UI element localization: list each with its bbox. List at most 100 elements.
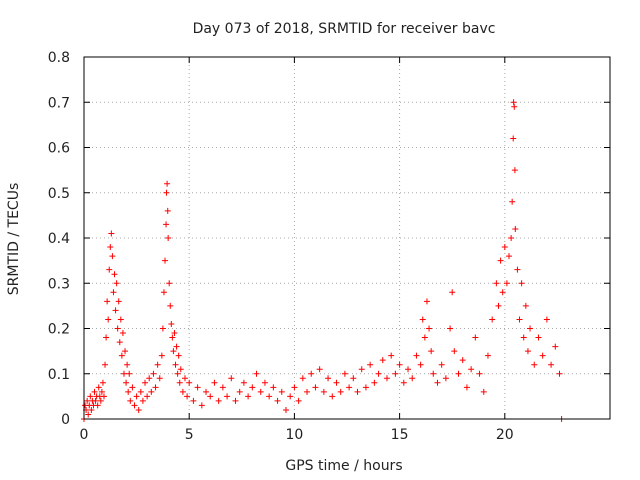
data-point	[531, 361, 538, 368]
data-point	[354, 388, 361, 395]
data-point	[236, 388, 243, 395]
data-point	[179, 388, 186, 395]
data-point	[274, 397, 281, 404]
data-point	[194, 384, 201, 391]
data-point	[110, 289, 117, 296]
data-point	[112, 307, 119, 314]
data-point	[100, 393, 107, 400]
data-point	[430, 370, 437, 377]
x-tick-label: 5	[185, 427, 194, 443]
chart-title: Day 073 of 2018, SRMTID for receiver bav…	[193, 21, 496, 37]
data-point	[168, 320, 175, 327]
data-point	[114, 325, 121, 332]
data-point	[158, 352, 165, 359]
data-point	[154, 361, 161, 368]
data-point	[524, 348, 531, 355]
data-point	[253, 370, 260, 377]
data-point	[510, 99, 517, 106]
data-point	[304, 388, 311, 395]
data-point	[150, 370, 157, 377]
data-point	[159, 325, 166, 332]
data-point	[139, 397, 146, 404]
data-point	[173, 343, 180, 350]
data-point	[164, 180, 171, 187]
data-point	[405, 366, 412, 373]
data-point	[160, 289, 167, 296]
y-tick-label: 0	[61, 412, 70, 428]
y-axis-label: SRMTID / TECUs	[6, 183, 22, 296]
data-point	[493, 280, 500, 287]
data-point	[87, 393, 94, 400]
data-point	[518, 280, 525, 287]
data-point	[144, 393, 151, 400]
data-point	[442, 375, 449, 382]
data-point	[181, 375, 188, 382]
data-point	[125, 388, 132, 395]
data-point	[511, 103, 518, 110]
data-point	[94, 402, 101, 409]
data-point	[152, 384, 159, 391]
data-point	[137, 388, 144, 395]
data-point	[543, 316, 550, 323]
data-point	[509, 198, 516, 205]
data-point	[115, 298, 122, 305]
data-point	[299, 375, 306, 382]
data-point	[316, 366, 323, 373]
data-point	[203, 388, 210, 395]
data-point	[120, 370, 127, 377]
data-point	[449, 289, 456, 296]
data-point	[107, 244, 114, 251]
data-point	[459, 357, 466, 364]
data-point	[165, 235, 172, 241]
data-point	[423, 298, 430, 305]
data-point	[278, 388, 285, 395]
data-point	[98, 388, 105, 395]
data-point	[102, 361, 109, 368]
data-point	[148, 388, 155, 395]
data-point	[329, 393, 336, 400]
y-tick-label: 0.7	[48, 95, 70, 111]
data-point	[164, 207, 171, 214]
data-point	[135, 406, 142, 413]
x-tick-label: 15	[391, 427, 409, 443]
data-point	[392, 370, 399, 377]
data-point	[512, 225, 519, 232]
data-point	[503, 280, 510, 287]
data-point	[396, 361, 403, 368]
data-point	[548, 361, 555, 368]
plot-frame	[83, 56, 611, 420]
data-point	[118, 352, 125, 359]
data-point	[337, 388, 344, 395]
data-point	[198, 402, 205, 409]
data-point	[228, 375, 235, 382]
data-point	[111, 271, 118, 278]
data-point	[325, 375, 332, 382]
data-point	[109, 253, 116, 260]
data-point	[421, 334, 428, 341]
data-point	[463, 384, 470, 391]
data-point	[350, 375, 357, 382]
data-point	[146, 375, 153, 382]
data-point	[215, 397, 222, 404]
data-point	[129, 384, 136, 391]
data-point	[506, 253, 513, 260]
data-point	[177, 366, 184, 373]
data-point	[282, 406, 289, 413]
data-point	[108, 230, 115, 237]
data-point	[162, 257, 169, 264]
data-point	[207, 393, 214, 400]
data-point	[232, 397, 239, 404]
data-point	[261, 379, 268, 386]
data-point	[245, 393, 252, 400]
data-point	[489, 316, 496, 323]
x-axis-label: GPS time / hours	[285, 458, 402, 474]
data-point	[480, 388, 487, 395]
data-point	[535, 334, 542, 341]
data-point	[508, 235, 515, 241]
x-tick-label: 20	[496, 427, 514, 443]
data-point	[142, 379, 149, 386]
tick-labels: 0 5 10 15 20 0 0.1 0.2 0.3 0.4 0.5 0.6 0.7 0.8	[48, 50, 514, 443]
data-point	[400, 379, 407, 386]
y-tick-label: 0.4	[48, 231, 70, 247]
data-point	[85, 411, 92, 418]
